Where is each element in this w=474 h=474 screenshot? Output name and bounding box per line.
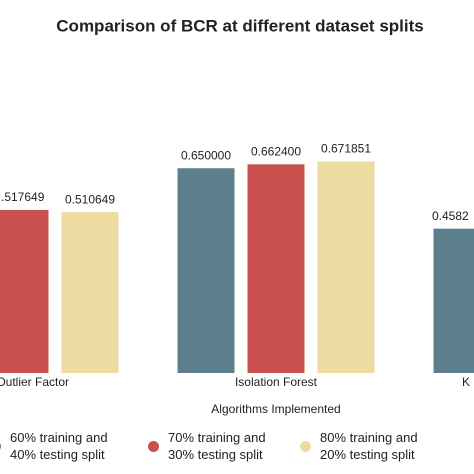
bar: [177, 168, 235, 373]
x-tick-label: Isolation Forest: [235, 375, 318, 389]
bar: [317, 161, 375, 373]
legend-label: 80% training and 20% testing split: [320, 430, 418, 462]
legend-marker: [148, 441, 159, 452]
bar: [433, 228, 474, 373]
value-label: 0.650000: [181, 148, 231, 162]
value-label: .517649: [1, 190, 45, 204]
bar: [0, 209, 49, 373]
value-label: 0.510649: [65, 192, 115, 206]
bar: [61, 212, 119, 373]
value-label: 0.662400: [251, 145, 301, 159]
legend-label: 70% training and 30% testing split: [168, 430, 266, 462]
chart-title: Comparison of BCR at different dataset s…: [56, 16, 423, 35]
x-axis-title: Algorithms Implemented: [211, 402, 340, 416]
x-tick-label: K: [462, 375, 470, 389]
x-tick-label: Outlier Factor: [0, 375, 69, 389]
value-label: 0.671851: [321, 142, 371, 156]
legend-marker: [300, 441, 311, 452]
bar: [247, 164, 305, 373]
value-label: 0.4582: [432, 209, 469, 223]
legend-label: 60% training and 40% testing split: [10, 430, 108, 462]
legend-marker: [0, 441, 1, 452]
